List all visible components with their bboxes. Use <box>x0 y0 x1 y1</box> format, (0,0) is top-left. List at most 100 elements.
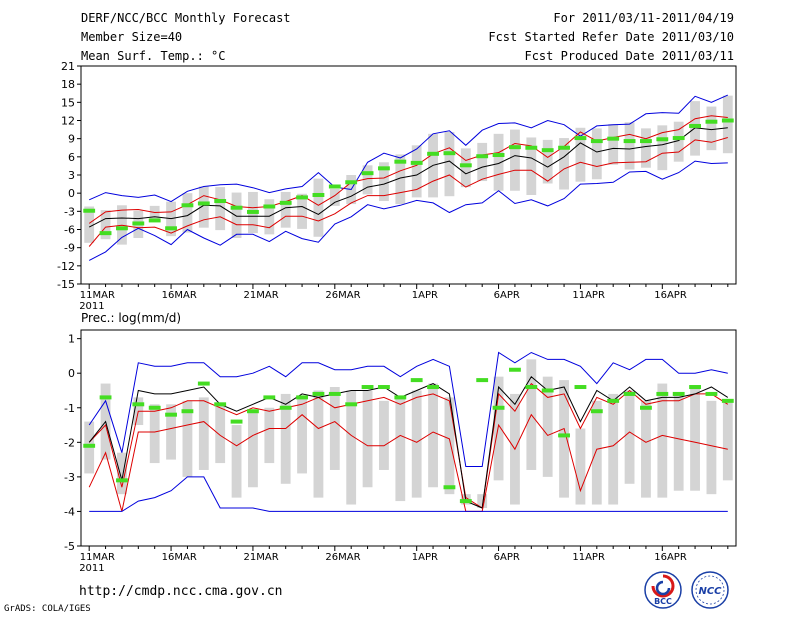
box-bar <box>379 162 389 202</box>
x-tick-label: 16MAR <box>162 552 197 563</box>
box-bar <box>477 494 488 508</box>
box-bar <box>493 133 504 191</box>
observed-marker <box>296 195 308 200</box>
observed-marker <box>230 205 243 210</box>
box-bar <box>575 428 586 505</box>
plot-frame <box>80 329 737 547</box>
observed-marker <box>394 159 407 164</box>
observed-marker <box>165 412 177 417</box>
forecast-start-date: Fcst Started Refer Date 2011/03/10 <box>488 30 734 44</box>
observed-marker <box>427 385 439 390</box>
box-bar <box>231 425 242 498</box>
observed-marker <box>247 409 259 414</box>
observed-marker <box>656 391 669 396</box>
spread-lower-line <box>88 137 728 247</box>
x-tick-label: 11MAR <box>80 290 115 301</box>
observed-marker <box>689 385 701 390</box>
x-tick-label: 6APR <box>494 552 520 563</box>
box-bar <box>280 393 291 484</box>
observed-marker <box>443 485 456 490</box>
observed-marker <box>558 145 570 150</box>
box-bar <box>591 400 602 505</box>
observed-marker <box>328 184 341 189</box>
x-tick-label: 21MAR <box>244 552 279 563</box>
observed-marker <box>541 388 554 393</box>
box-bar <box>641 128 651 168</box>
observed-marker <box>492 405 505 410</box>
x-tick-label: 11APR <box>572 290 605 301</box>
observed-marker <box>476 378 489 383</box>
y-tick-label: 18 <box>61 78 75 91</box>
y-tick-label: 9 <box>68 133 75 146</box>
spread-lower-line <box>88 413 728 512</box>
y-tick-label: 21 <box>61 60 75 73</box>
ensemble-min-line <box>89 476 728 512</box>
observed-marker <box>443 151 456 156</box>
box-bar <box>297 193 307 229</box>
observed-marker <box>705 391 718 396</box>
observed-marker <box>99 395 112 400</box>
observed-marker <box>345 180 358 185</box>
y-tick-label: 3 <box>68 169 75 182</box>
observed-marker <box>590 139 603 144</box>
observed-marker <box>148 405 161 410</box>
y-tick-label: -12 <box>57 260 75 273</box>
source-url[interactable]: http://cmdp.ncc.cma.gov.cn <box>79 584 283 599</box>
box-bar <box>542 376 553 477</box>
y-tick-label: -15 <box>57 278 75 291</box>
box-bar <box>608 393 619 505</box>
observed-marker <box>590 409 603 414</box>
observed-marker <box>279 200 292 205</box>
box-bar <box>477 142 488 182</box>
y-tick-label: 0 <box>68 187 75 200</box>
box-bar <box>329 387 340 470</box>
box-bar <box>657 383 668 498</box>
observed-marker <box>247 209 259 214</box>
observed-marker <box>459 163 472 168</box>
forecast-produced-date: Fcst Produced Date 2011/03/11 <box>524 49 734 63</box>
bcc-logo: BCC <box>644 571 682 609</box>
box-bar <box>313 178 324 237</box>
observed-marker <box>197 201 210 206</box>
box-bar <box>264 199 275 235</box>
box-bar <box>362 390 373 488</box>
precipitation-title: Prec.: log(mm/d) <box>81 311 181 325</box>
observed-marker <box>116 226 128 231</box>
box-bar <box>198 397 209 470</box>
box-bar <box>624 390 635 484</box>
observed-marker <box>541 148 554 153</box>
y-tick-label: 15 <box>61 96 75 109</box>
x-tick-label: 1APR <box>412 290 438 301</box>
observed-marker <box>476 154 489 159</box>
grads-credit: GrADS: COLA/IGES <box>4 604 91 614</box>
observed-marker <box>492 153 505 158</box>
box-bar <box>231 192 242 238</box>
y-tick-label: -6 <box>64 224 75 237</box>
observed-marker <box>574 136 587 141</box>
y-tick-label: 1 <box>68 333 75 346</box>
box-bar <box>84 206 95 243</box>
x-year-label: 2011 <box>79 563 104 574</box>
box-bar <box>542 139 553 184</box>
x-tick-label: 16APR <box>654 290 687 301</box>
observed-marker <box>607 398 620 403</box>
box-bar <box>100 210 111 240</box>
observed-marker <box>525 385 538 390</box>
box-bar <box>493 376 504 481</box>
box-bar <box>297 397 307 474</box>
box-bar <box>329 188 340 206</box>
box-bar <box>166 404 176 460</box>
observed-marker <box>607 136 620 141</box>
box-bar <box>411 390 422 498</box>
box-bar <box>526 137 537 195</box>
ensemble-mean-line <box>88 375 729 509</box>
observed-marker <box>640 139 652 144</box>
observed-marker <box>345 402 358 407</box>
observed-marker <box>361 385 374 390</box>
x-tick-label: 21MAR <box>244 290 279 301</box>
observed-marker <box>312 391 325 396</box>
observed-marker <box>165 226 177 231</box>
box-bar <box>624 122 635 170</box>
observed-marker <box>410 160 423 165</box>
observed-marker <box>361 171 374 176</box>
